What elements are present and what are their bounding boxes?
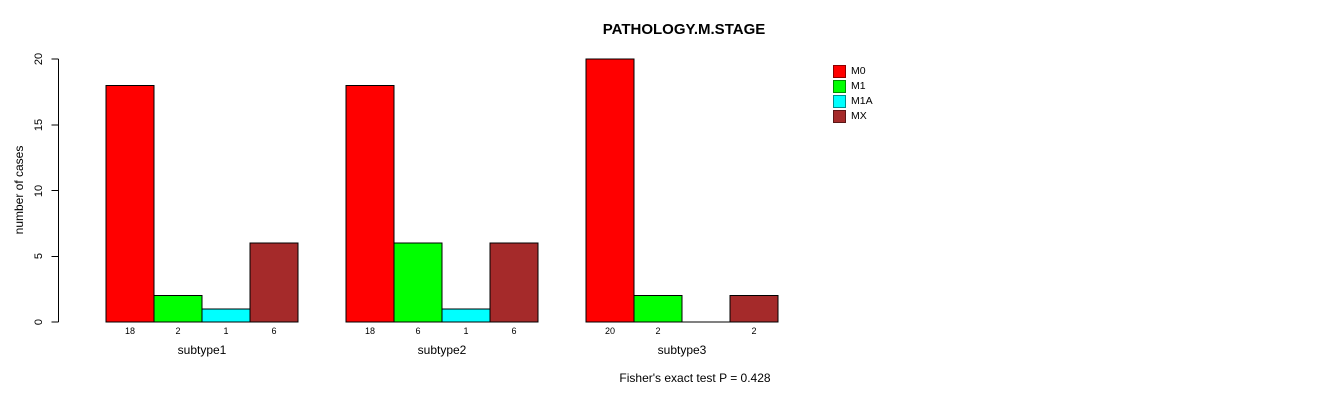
bar-value-label-m1a-subtype2: 1 <box>463 326 469 336</box>
legend-swatch-mx <box>833 110 846 123</box>
legend-swatch-m1a <box>833 95 846 108</box>
bar-value-label-m0-subtype1: 18 <box>124 326 136 336</box>
bar-value-label-m0-subtype3: 20 <box>604 326 616 336</box>
bar-value-label-m0-subtype2: 18 <box>364 326 376 336</box>
y-tick-label: 20 <box>33 52 45 66</box>
legend-label-mx: MX <box>851 110 867 122</box>
legend: M0 M1 M1A MX <box>833 64 873 124</box>
y-tick-label: 15 <box>33 118 45 131</box>
bar-m1-subtype3 <box>633 295 683 323</box>
bar-m1a-subtype1 <box>201 308 251 323</box>
legend-item-m0: M0 <box>833 64 873 79</box>
legend-item-mx: MX <box>833 109 873 124</box>
bar-m0-subtype1 <box>105 84 155 323</box>
bar-mx-subtype1 <box>249 242 299 323</box>
legend-item-m1: M1 <box>833 79 873 94</box>
legend-label-m1a: M1A <box>851 95 873 107</box>
bar-m1a-subtype2 <box>441 308 491 323</box>
bar-m0-subtype2 <box>345 84 395 323</box>
x-category-label-subtype3: subtype3 <box>657 343 707 357</box>
legend-swatch-m0 <box>833 65 846 78</box>
x-category-label-subtype2: subtype2 <box>417 343 467 357</box>
bar-m1-subtype2 <box>393 242 443 323</box>
legend-label-m1: M1 <box>851 80 866 92</box>
y-tick-label: 5 <box>33 253 45 260</box>
fisher-test-annotation: Fisher's exact test P = 0.428 <box>619 371 771 385</box>
chart-title: PATHOLOGY.M.STAGE <box>602 21 766 38</box>
bar-value-label-mx-subtype1: 6 <box>271 326 277 336</box>
y-tick-label: 0 <box>33 318 45 326</box>
bar-value-label-mx-subtype3: 2 <box>751 326 757 336</box>
bar-m0-subtype3 <box>585 58 635 323</box>
y-tick-label: 10 <box>33 184 45 197</box>
bar-value-label-m1-subtype3: 2 <box>655 326 661 336</box>
bar-mx-subtype3 <box>729 295 779 323</box>
legend-swatch-m1 <box>833 80 846 93</box>
bar-value-label-mx-subtype2: 6 <box>511 326 517 336</box>
legend-item-m1a: M1A <box>833 94 873 109</box>
bar-mx-subtype2 <box>489 242 539 323</box>
bar-value-label-m1-subtype1: 2 <box>175 326 181 336</box>
legend-label-m0: M0 <box>851 65 866 77</box>
bar-m1-subtype1 <box>153 295 203 323</box>
bar-value-label-m1-subtype2: 6 <box>415 326 421 336</box>
x-category-label-subtype1: subtype1 <box>177 343 227 357</box>
bar-value-label-m1a-subtype1: 1 <box>223 326 229 336</box>
